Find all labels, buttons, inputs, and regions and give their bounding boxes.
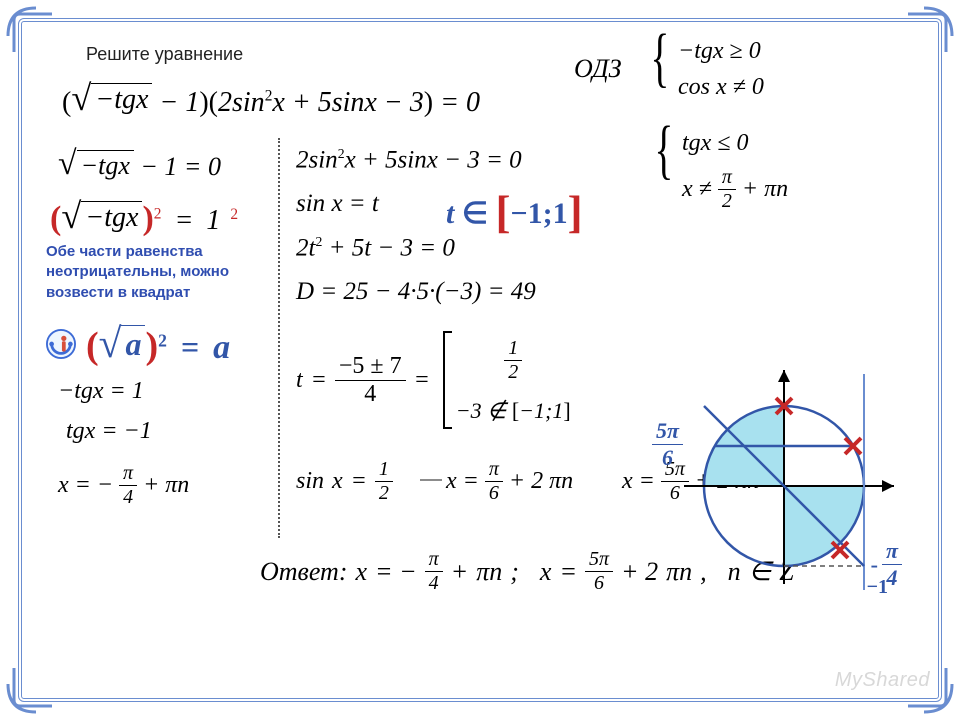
c-eq1: 2sin2x + 5sinx − 3 = 0 bbox=[296, 146, 522, 174]
left-eq1: √−tgx − 1 = 0 bbox=[58, 146, 221, 184]
arrow-icon bbox=[420, 470, 448, 490]
unit-circle-diagram: 5π6 - π4 −1 bbox=[664, 356, 904, 616]
left-square: (√−tgx)2 = 12 bbox=[50, 196, 238, 238]
c-eq3: 2t2 + 5t − 3 = 0 bbox=[296, 234, 455, 262]
odz-heading: ОДЗ bbox=[574, 54, 622, 84]
c-eq2: sin x = t bbox=[296, 190, 379, 218]
main-equation: (√−tgx − 1)(2sin2x + 5sinx − 3) = 0 bbox=[62, 78, 480, 120]
left-answer: x = − π4 + πn bbox=[58, 462, 189, 509]
x-sol1: x = π6 + 2πn bbox=[446, 458, 573, 505]
separator-line bbox=[278, 138, 280, 538]
identity-row: (√a)2 = a bbox=[46, 320, 230, 368]
info-icon bbox=[46, 329, 76, 359]
c-eq4: D = 25 − 4·5·(−3) = 49 bbox=[296, 278, 536, 306]
diagram-label-5pi6: 5π6 bbox=[652, 418, 683, 471]
sinx-eq: sin x = 12 bbox=[296, 458, 393, 505]
diagram-label-neg1: −1 bbox=[867, 576, 888, 599]
t-formula: t = −5 ± 74 = 12 −3 ∉ [−1;1] bbox=[296, 330, 571, 430]
t-domain: t ∈ [−1;1] bbox=[446, 182, 583, 234]
left-note: Обе части равенства неотрицательны, можн… bbox=[46, 242, 266, 303]
watermark: MyShared bbox=[835, 669, 930, 692]
left-eq3: tgx = −1 bbox=[66, 418, 152, 445]
left-eq2: −tgx = 1 bbox=[58, 378, 144, 405]
task-title: Решите уравнение bbox=[86, 44, 243, 65]
